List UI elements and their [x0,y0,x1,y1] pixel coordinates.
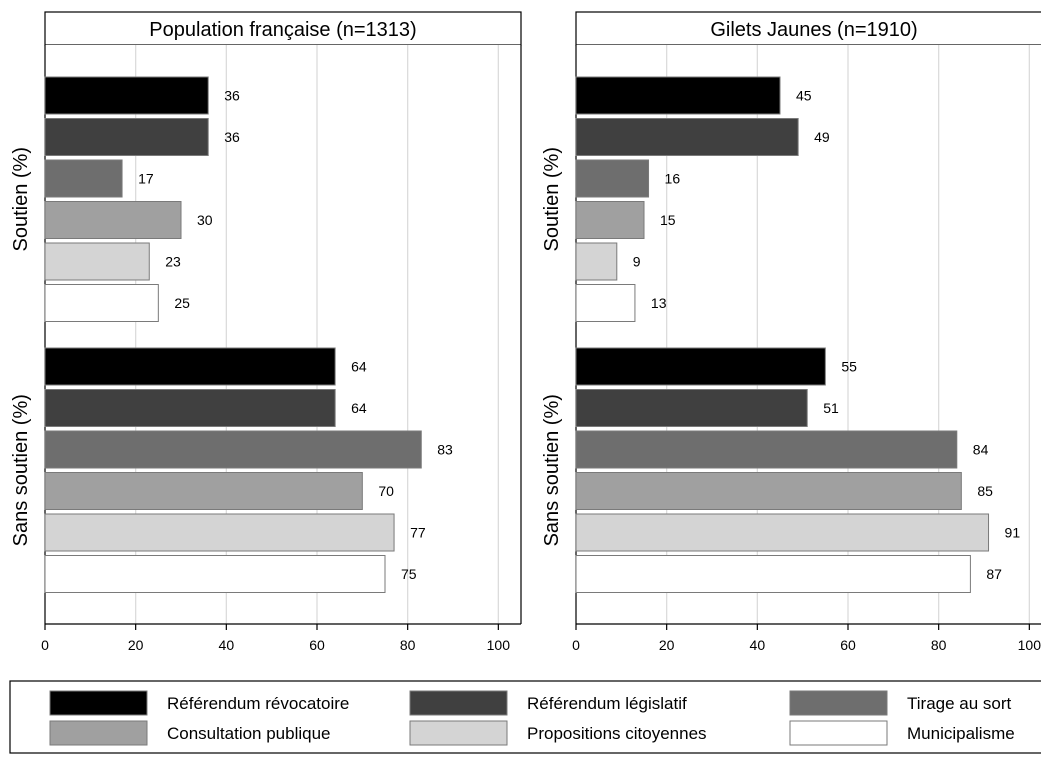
bar-value-label: 87 [986,566,1002,582]
bar-value-label: 49 [814,129,830,145]
bar-soutien-2 [44,118,209,156]
bar-value-label: 25 [174,295,190,311]
bar-value-label: 9 [633,254,641,270]
x-tick-label: 80 [400,637,416,653]
x-tick-label: 20 [128,637,144,653]
bar-sans-soutien-2 [44,389,336,427]
group-label: Soutien (%) [541,147,563,252]
bar-sans-soutien-6 [575,555,971,593]
legend-swatch [409,720,508,746]
legend-swatch [49,720,148,746]
bar-sans-soutien-1 [44,347,336,386]
bar-soutien-5 [575,242,618,281]
bar-value-label: 16 [665,171,681,187]
legend-swatch [409,690,508,716]
group-label: Sans soutien (%) [10,394,32,546]
legend-swatch [49,690,148,716]
x-tick-label: 100 [487,637,511,653]
legend-label: Municipalisme [907,724,1015,743]
bar-value-label: 30 [197,212,213,228]
x-tick-label: 20 [659,637,675,653]
bar-value-label: 70 [378,483,394,499]
legend: Référendum révocatoire Référendum législa… [9,680,1041,754]
bar-sans-soutien-4 [44,472,363,510]
bar-value-label: 36 [224,88,240,104]
bar-sans-soutien-5 [575,513,990,552]
bar-soutien-1 [575,76,781,115]
legend-label: Référendum législatif [527,694,687,713]
bar-sans-soutien-6 [44,555,386,593]
x-tick-label: 40 [750,637,766,653]
bar-soutien-2 [575,118,799,156]
x-tick-label: 60 [309,637,325,653]
x-tick-label: 80 [931,637,947,653]
x-tick-label: 0 [572,637,580,653]
x-tick-label: 60 [840,637,856,653]
bar-soutien-3 [575,159,650,198]
bar-value-label: 77 [410,525,426,541]
bar-value-label: 36 [224,129,240,145]
bar-value-label: 84 [973,442,989,458]
panel-title: Population française (n=1313) [149,19,416,41]
bar-soutien-5 [44,242,150,281]
panel-1: Population française (n=1313) 0 20 40 60 80 10… [10,11,522,653]
panel-title: Gilets Jaunes (n=1910) [710,19,917,41]
bar-soutien-6 [44,284,159,322]
bar-soutien-4 [44,201,182,239]
bar-sans-soutien-5 [44,513,395,552]
bar-soutien-3 [44,159,123,198]
bar-value-label: 51 [823,400,839,416]
bar-value-label: 45 [796,88,812,104]
legend-swatch [789,720,888,746]
bar-sans-soutien-4 [575,472,962,510]
bar-value-label: 17 [138,171,154,187]
bar-soutien-4 [575,201,645,239]
legend-label: Tirage au sort [907,694,1012,713]
legend-label: Référendum révocatoire [167,694,349,713]
bar-sans-soutien-1 [575,347,826,386]
panel-2: Gilets Jaunes (n=1910) 0 20 40 60 80 100 45 49 16… [541,11,1041,653]
bar-value-label: 83 [437,442,453,458]
bar-value-label: 55 [841,359,857,375]
bar-sans-soutien-3 [575,430,958,469]
group-label: Soutien (%) [10,147,32,252]
bar-value-label: 15 [660,212,676,228]
bar-value-label: 64 [351,359,367,375]
bar-sans-soutien-2 [575,389,808,427]
legend-label: Consultation publique [167,724,331,743]
bar-value-label: 64 [351,400,367,416]
bar-value-label: 13 [651,295,667,311]
legend-label: Propositions citoyennes [527,724,707,743]
bar-value-label: 91 [1005,525,1021,541]
x-tick-label: 40 [219,637,235,653]
group-label: Sans soutien (%) [541,394,563,546]
bar-value-label: 85 [977,483,993,499]
legend-swatch [789,690,888,716]
bar-soutien-6 [575,284,636,322]
bar-sans-soutien-3 [44,430,422,469]
bar-value-label: 23 [165,254,181,270]
panel-title-box [44,11,522,46]
x-tick-label: 100 [1018,637,1041,653]
panel-title-box [575,11,1041,46]
bar-value-label: 75 [401,566,417,582]
x-tick-label: 0 [41,637,49,653]
bar-soutien-1 [44,76,209,115]
